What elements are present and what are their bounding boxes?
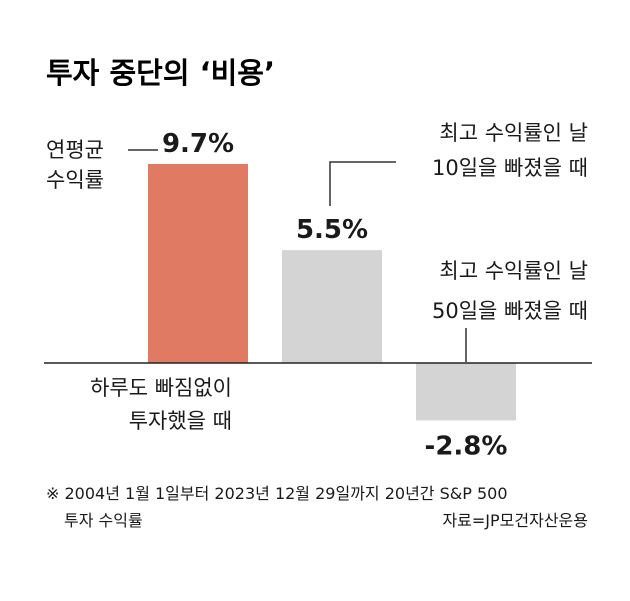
chart-title: 투자 중단의 ‘비용’	[46, 56, 275, 90]
value-label-all-days: 9.7%	[162, 129, 234, 159]
bar-missed-50-days	[416, 363, 516, 421]
category-label-missed-10-line2: 10일을 빠졌을 때	[432, 156, 588, 180]
category-label-missed-10-line1: 최고 수익률인 날	[439, 121, 588, 145]
footnote-line2: 투자 수익률	[64, 511, 143, 530]
bar-all-days	[148, 164, 248, 363]
source-label: 자료=JP모건자산운용	[442, 511, 588, 530]
category-label-all-days-line2: 투자했을 때	[129, 409, 232, 433]
value-label-missed-50: -2.8%	[425, 431, 508, 461]
avg-return-label-line2: 수익률	[46, 168, 104, 192]
bar-missed-10-days	[282, 250, 382, 363]
bars-group	[148, 164, 516, 421]
avg-return-label-line1: 연평균	[46, 138, 104, 162]
missed-10-leader-line	[329, 161, 396, 206]
category-label-missed-50-line2: 50일을 빠졌을 때	[432, 299, 588, 323]
footnote-line1: ※ 2004년 1월 1일부터 2023년 12월 29일까지 20년간 S&P…	[46, 484, 508, 503]
category-label-all-days-line1: 하루도 빠짐없이	[90, 376, 232, 400]
value-label-missed-10: 5.5%	[296, 215, 368, 245]
category-label-missed-50-line1: 최고 수익률인 날	[439, 259, 588, 283]
